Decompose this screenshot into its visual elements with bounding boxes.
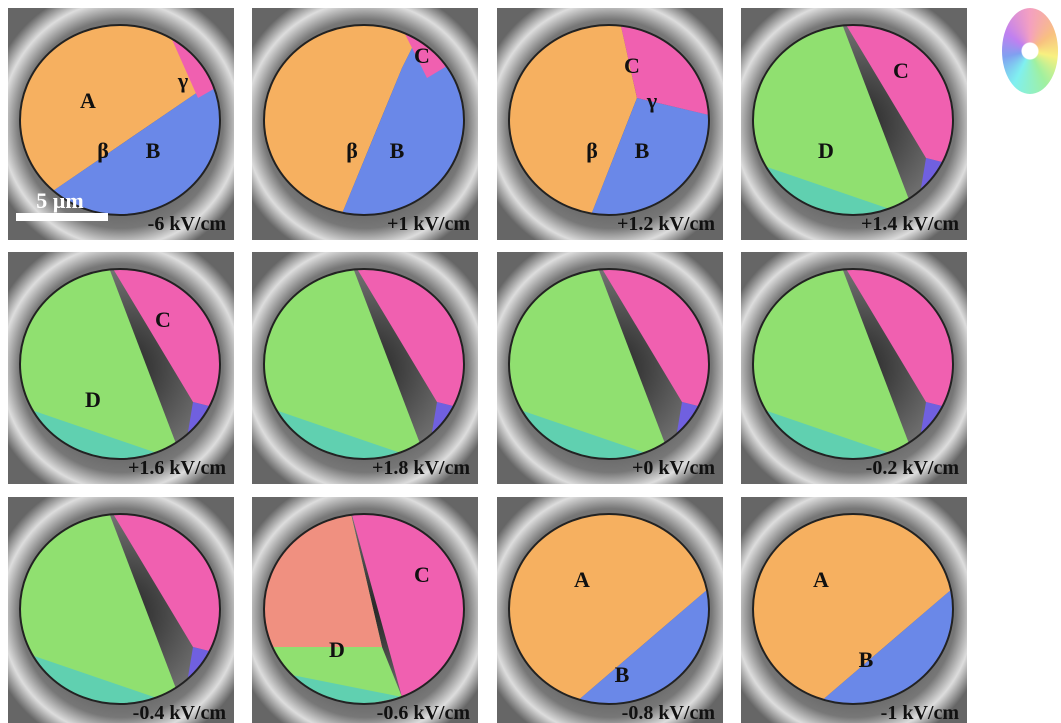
domain-label: γ	[646, 88, 657, 113]
field-label: +0 kV/cm	[632, 457, 715, 479]
field-label: -0.2 kV/cm	[866, 457, 960, 479]
domain-label: γ	[177, 68, 188, 93]
domain-label: B	[859, 647, 874, 672]
panel: C D +1.6 kV/cm	[8, 252, 234, 484]
panel: A B -0.8 kV/cm	[497, 497, 723, 723]
domain-label: C	[624, 53, 640, 78]
scale-bar	[16, 213, 108, 221]
domain-label: D	[329, 637, 345, 662]
field-label: -1 kV/cm	[881, 702, 960, 723]
field-label: -0.6 kV/cm	[377, 702, 471, 723]
domain-label: C	[155, 307, 171, 332]
domain-label: C	[893, 58, 909, 83]
domain-label: β	[97, 138, 109, 163]
panel: -0.4 kV/cm	[8, 497, 234, 723]
panel: Aγ β B -6 kV/cm 5 µm	[8, 8, 234, 240]
field-label: +1 kV/cm	[387, 213, 470, 235]
panel: Cβ B +1 kV/cm	[252, 8, 478, 240]
panel: A B -1 kV/cm	[741, 497, 967, 723]
field-label: +1.8 kV/cm	[372, 457, 470, 479]
domain-label: A	[574, 567, 590, 592]
panel: +1.8 kV/cm	[252, 252, 478, 484]
domain-label: C	[414, 562, 430, 587]
panel: -0.2 kV/cm	[741, 252, 967, 484]
panel: Cγ β B +1.2 kV/cm	[497, 8, 723, 240]
domain-label: A	[813, 567, 829, 592]
domain-label: B	[390, 138, 405, 163]
domain-label: C	[414, 43, 430, 68]
domain-label: B	[146, 138, 161, 163]
field-label: -6 kV/cm	[148, 213, 227, 235]
field-label: +1.4 kV/cm	[861, 213, 959, 235]
scale-label: 5 µm	[36, 188, 84, 213]
color-wheel	[1002, 8, 1058, 94]
panel: C D -0.6 kV/cm	[252, 497, 478, 723]
panels: Aγ β B -6 kV/cm 5 µm Cβ B +1 kV/cm Cγ β B +1.2 kV/c…	[0, 0, 1000, 723]
field-label: -0.8 kV/cm	[622, 702, 716, 723]
figure: Aγ β B -6 kV/cm 5 µm Cβ B +1 kV/cm Cγ β B +1.2 kV/c…	[0, 0, 1061, 723]
field-label: -0.4 kV/cm	[133, 702, 227, 723]
domain-label: D	[85, 387, 101, 412]
field-label: +1.6 kV/cm	[128, 457, 226, 479]
domain-label: β	[346, 138, 358, 163]
panel: C D +1.4 kV/cm	[741, 8, 967, 240]
field-label: +1.2 kV/cm	[617, 213, 715, 235]
domain-label: B	[635, 138, 650, 163]
panel: +0 kV/cm	[497, 252, 723, 484]
domain-label: A	[80, 88, 96, 113]
domain-label: β	[586, 138, 598, 163]
domain-label: D	[818, 138, 834, 163]
domain-label: B	[615, 662, 630, 687]
